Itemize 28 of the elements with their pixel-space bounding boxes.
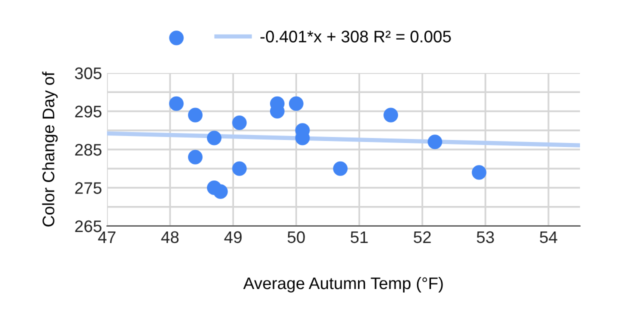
point — [188, 150, 203, 164]
x-tick-label: 51 — [350, 231, 368, 244]
x-tick-label: 49 — [224, 231, 242, 244]
x-tick-label: 52 — [414, 231, 431, 244]
x-axis-title: Average Autumn Temp (°F) — [243, 276, 443, 292]
point — [206, 130, 222, 146]
point — [188, 108, 203, 122]
point — [288, 96, 304, 111]
x-tick-label: 53 — [476, 231, 494, 244]
y-tick-label: 305 — [74, 67, 102, 80]
x-tick-label: 54 — [540, 231, 558, 244]
point — [232, 115, 247, 130]
point — [428, 134, 442, 150]
point — [472, 165, 486, 180]
y-tick-label: 275 — [75, 182, 102, 194]
y-tick-label: 295 — [75, 106, 102, 118]
point — [333, 161, 348, 176]
y-tick-label: 265 — [75, 220, 102, 232]
x-tick-label: 47 — [98, 231, 116, 243]
x-tick-label: 48 — [161, 231, 179, 244]
y-tick-label: 285 — [75, 144, 102, 156]
legend-label: -0.401*x + 308 R² = 0.005 — [260, 30, 451, 42]
point — [384, 108, 398, 122]
point — [232, 161, 247, 176]
point — [213, 184, 228, 199]
y-axis-title: Color Change Day of — [42, 72, 58, 226]
point — [169, 96, 184, 111]
x-tick-label: 50 — [288, 231, 305, 244]
